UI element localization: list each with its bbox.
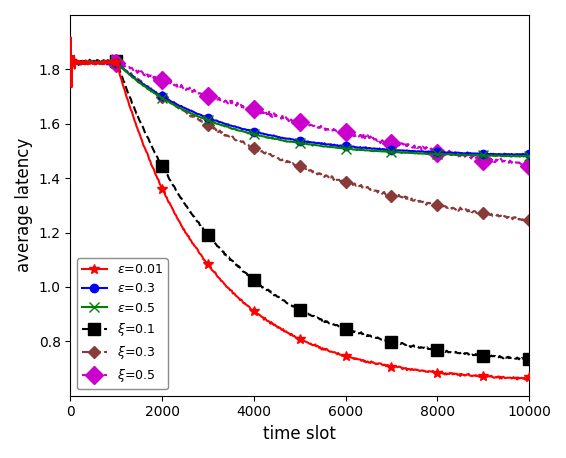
$\xi$=0.3 [284, 158, 290, 164]
$\varepsilon$=0.3 [182, 105, 188, 111]
$\varepsilon$=0.5 [89, 58, 96, 64]
$\xi$=0.1 [523, 357, 530, 362]
$\xi$=0.3 [198, 119, 205, 125]
$\xi$=0.5 [284, 116, 290, 122]
$\varepsilon$=0.01 [204, 261, 211, 266]
$\varepsilon$=0.5 [182, 108, 188, 114]
$\xi$=0.1 [526, 356, 533, 361]
$\varepsilon$=0.01 [510, 374, 517, 380]
$\varepsilon$=0.5 [526, 153, 533, 159]
$\xi$=0.1 [200, 227, 207, 232]
$\xi$=0.3 [523, 218, 530, 224]
$\xi$=0.3 [182, 109, 188, 114]
$\varepsilon$=0.3 [518, 152, 525, 158]
$\varepsilon$=0.3 [201, 114, 208, 119]
$\xi$=0.1 [181, 201, 187, 206]
$\xi$=0.5 [526, 163, 533, 169]
$\xi$=0.5 [198, 93, 205, 98]
$\xi$=0.3 [204, 123, 211, 128]
$\xi$=0.5 [204, 94, 211, 100]
$\xi$=0.5 [67, 59, 74, 65]
$\xi$=0.5 [201, 93, 208, 98]
$\varepsilon$=0.5 [517, 154, 524, 159]
$\xi$=0.3 [85, 58, 92, 63]
$\xi$=0.3 [201, 119, 208, 124]
$\varepsilon$=0.01 [201, 257, 208, 262]
$\varepsilon$=0.5 [284, 139, 290, 145]
$\varepsilon$=0.5 [67, 64, 74, 70]
$\xi$=0.5 [510, 160, 517, 166]
$\xi$=0.3 [67, 67, 74, 72]
Line: $\xi$=0.5: $\xi$=0.5 [64, 49, 535, 172]
$\xi$=0.5 [109, 53, 116, 58]
$\varepsilon$=0.3 [67, 61, 74, 67]
Legend: $\varepsilon$=0.01, $\varepsilon$=0.3, $\varepsilon$=0.5, $\xi$=0.1, $\xi$=0.3, : $\varepsilon$=0.01, $\varepsilon$=0.3, $… [76, 258, 168, 389]
Y-axis label: average latency: average latency [15, 138, 33, 273]
$\xi$=0.1 [198, 223, 204, 229]
$\varepsilon$=0.3 [198, 112, 205, 118]
$\varepsilon$=0.01 [284, 330, 290, 335]
X-axis label: time slot: time slot [263, 425, 336, 443]
Line: $\xi$=0.3: $\xi$=0.3 [66, 56, 533, 225]
$\varepsilon$=0.01 [182, 229, 188, 235]
$\varepsilon$=0.5 [198, 115, 205, 120]
$\varepsilon$=0.01 [67, 39, 74, 45]
Line: $\varepsilon$=0.5: $\varepsilon$=0.5 [66, 56, 534, 162]
$\xi$=0.3 [526, 217, 533, 223]
Line: $\varepsilon$=0.3: $\varepsilon$=0.3 [66, 57, 533, 159]
$\xi$=0.5 [182, 86, 188, 92]
$\varepsilon$=0.3 [284, 136, 290, 142]
$\varepsilon$=0.3 [93, 59, 100, 64]
$\varepsilon$=0.3 [204, 115, 211, 120]
Line: $\xi$=0.1: $\xi$=0.1 [65, 50, 535, 365]
$\varepsilon$=0.3 [510, 152, 517, 157]
$\xi$=0.1 [509, 355, 516, 360]
$\varepsilon$=0.5 [204, 117, 211, 123]
$\varepsilon$=0.5 [510, 153, 517, 158]
$\varepsilon$=0.3 [526, 152, 533, 157]
$\varepsilon$=0.01 [526, 375, 533, 380]
$\xi$=0.1 [282, 300, 289, 305]
$\varepsilon$=0.01 [198, 253, 205, 258]
$\varepsilon$=0.5 [201, 116, 208, 121]
$\xi$=0.1 [67, 53, 74, 58]
$\varepsilon$=0.01 [522, 377, 529, 382]
$\varepsilon$=0.01 [67, 35, 74, 40]
Line: $\varepsilon$=0.01: $\varepsilon$=0.01 [66, 33, 534, 385]
$\xi$=0.3 [510, 215, 517, 220]
$\xi$=0.1 [203, 229, 209, 234]
